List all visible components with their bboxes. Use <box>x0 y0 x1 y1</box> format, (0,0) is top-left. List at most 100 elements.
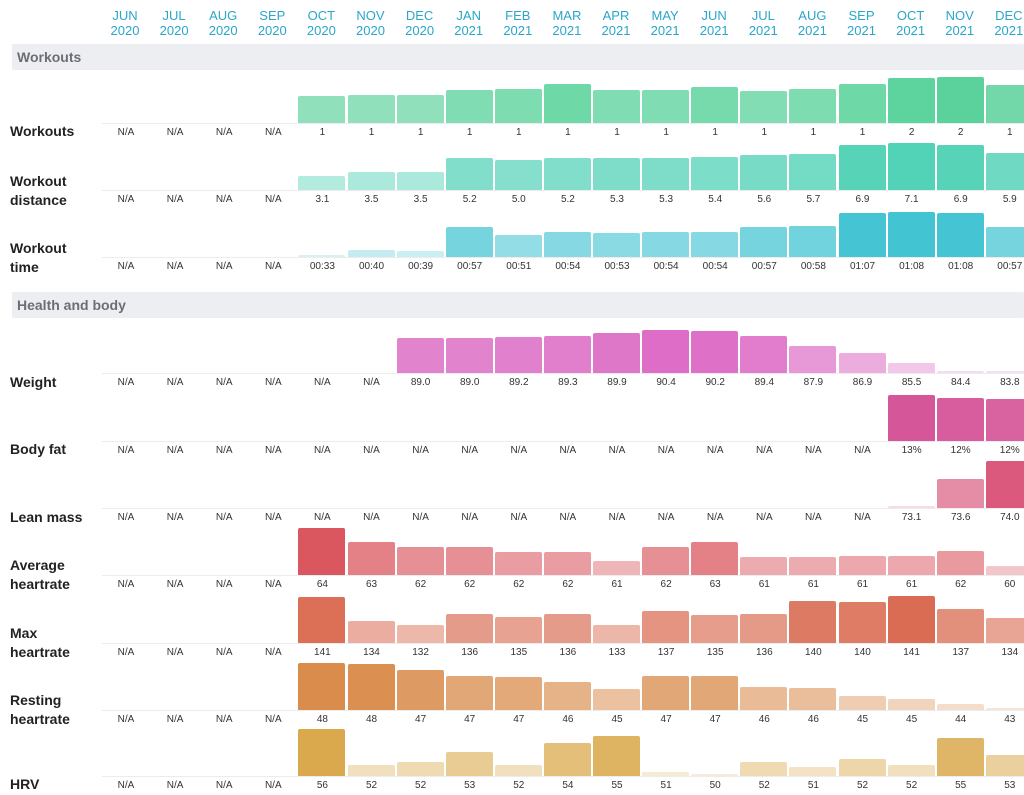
chart-bar[interactable] <box>642 157 690 190</box>
chart-bar[interactable] <box>347 621 395 643</box>
chart-bar[interactable] <box>936 370 984 373</box>
chart-bar[interactable] <box>298 728 346 776</box>
chart-bar[interactable] <box>543 336 591 373</box>
chart-bar[interactable] <box>298 662 346 710</box>
chart-bar[interactable] <box>691 615 739 643</box>
chart-bar[interactable] <box>642 231 690 257</box>
chart-bar[interactable] <box>838 602 886 643</box>
chart-bar[interactable] <box>789 767 837 776</box>
chart-bar[interactable] <box>445 158 493 190</box>
chart-bar[interactable] <box>396 337 444 373</box>
chart-bar[interactable] <box>838 695 886 710</box>
chart-bar[interactable] <box>593 333 640 373</box>
chart-bar[interactable] <box>642 547 690 575</box>
chart-bar[interactable] <box>985 371 1024 373</box>
chart-bar[interactable] <box>887 595 935 643</box>
chart-bar[interactable] <box>494 89 542 123</box>
chart-bar[interactable] <box>838 759 886 776</box>
chart-bar[interactable] <box>985 708 1024 710</box>
chart-bar[interactable] <box>985 152 1024 190</box>
chart-bar[interactable] <box>298 255 346 257</box>
chart-bar[interactable] <box>691 156 739 190</box>
chart-bar[interactable] <box>494 235 542 257</box>
chart-bar[interactable] <box>936 212 984 257</box>
chart-bar[interactable] <box>347 95 395 123</box>
chart-bar[interactable] <box>543 84 591 123</box>
chart-bar[interactable] <box>445 752 493 776</box>
chart-bar[interactable] <box>494 551 542 575</box>
chart-bar[interactable] <box>985 85 1024 123</box>
chart-bar[interactable] <box>740 335 788 373</box>
chart-bar[interactable] <box>347 664 395 710</box>
chart-bar[interactable] <box>887 765 935 776</box>
chart-bar[interactable] <box>543 158 591 190</box>
chart-bar[interactable] <box>838 144 886 190</box>
chart-bar[interactable] <box>691 774 739 776</box>
chart-bar[interactable] <box>740 91 788 123</box>
chart-bar[interactable] <box>789 225 837 257</box>
chart-bar[interactable] <box>347 765 395 776</box>
chart-bar[interactable] <box>838 353 886 373</box>
chart-bar[interactable] <box>543 614 591 643</box>
chart-bar[interactable] <box>396 251 444 257</box>
chart-bar[interactable] <box>593 560 640 575</box>
chart-bar[interactable] <box>740 761 788 776</box>
chart-bar[interactable] <box>543 231 591 257</box>
chart-bar[interactable] <box>494 617 542 643</box>
chart-bar[interactable] <box>838 212 886 257</box>
chart-bar[interactable] <box>396 625 444 643</box>
chart-bar[interactable] <box>740 686 788 710</box>
chart-bar[interactable] <box>494 336 542 373</box>
chart-bar[interactable] <box>838 84 886 123</box>
chart-bar[interactable] <box>543 743 591 776</box>
chart-bar[interactable] <box>789 89 837 123</box>
chart-bar[interactable] <box>936 77 984 123</box>
chart-bar[interactable] <box>593 157 640 190</box>
chart-bar[interactable] <box>887 395 935 441</box>
chart-bar[interactable] <box>642 611 690 643</box>
chart-bar[interactable] <box>985 618 1024 643</box>
chart-bar[interactable] <box>593 736 640 776</box>
chart-bar[interactable] <box>543 551 591 575</box>
chart-bar[interactable] <box>494 677 542 710</box>
chart-bar[interactable] <box>985 227 1024 257</box>
chart-bar[interactable] <box>445 227 493 257</box>
chart-bar[interactable] <box>445 547 493 575</box>
chart-bar[interactable] <box>347 172 395 190</box>
chart-bar[interactable] <box>396 172 444 190</box>
chart-bar[interactable] <box>396 761 444 776</box>
chart-bar[interactable] <box>494 160 542 190</box>
chart-bar[interactable] <box>936 703 984 710</box>
chart-bar[interactable] <box>985 399 1024 441</box>
chart-bar[interactable] <box>642 329 690 373</box>
chart-bar[interactable] <box>593 689 640 710</box>
chart-bar[interactable] <box>691 231 739 257</box>
chart-bar[interactable] <box>691 542 739 575</box>
chart-bar[interactable] <box>887 363 935 373</box>
chart-bar[interactable] <box>887 698 935 710</box>
chart-bar[interactable] <box>593 232 640 257</box>
chart-bar[interactable] <box>936 737 984 776</box>
chart-bar[interactable] <box>789 687 837 710</box>
chart-bar[interactable] <box>396 547 444 575</box>
chart-bar[interactable] <box>642 90 690 123</box>
chart-bar[interactable] <box>494 765 542 776</box>
chart-bar[interactable] <box>887 211 935 257</box>
chart-bar[interactable] <box>789 346 837 373</box>
chart-bar[interactable] <box>789 154 837 190</box>
chart-bar[interactable] <box>593 624 640 643</box>
chart-bar[interactable] <box>298 597 346 643</box>
chart-bar[interactable] <box>936 397 984 441</box>
chart-bar[interactable] <box>936 609 984 643</box>
chart-bar[interactable] <box>543 682 591 710</box>
chart-bar[interactable] <box>838 555 886 575</box>
chart-bar[interactable] <box>691 331 739 373</box>
chart-bar[interactable] <box>298 175 346 190</box>
chart-bar[interactable] <box>985 566 1024 575</box>
chart-bar[interactable] <box>985 460 1024 508</box>
chart-bar[interactable] <box>887 555 935 575</box>
chart-bar[interactable] <box>642 772 690 776</box>
chart-bar[interactable] <box>740 155 788 190</box>
chart-bar[interactable] <box>445 337 493 373</box>
chart-bar[interactable] <box>936 479 984 508</box>
